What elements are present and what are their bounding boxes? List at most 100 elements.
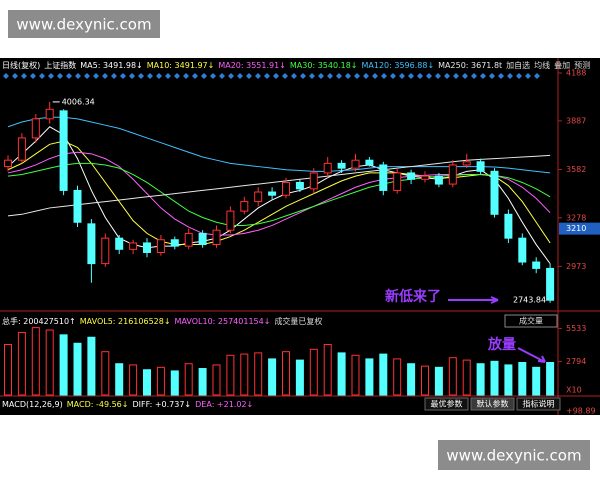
candle-body <box>226 210 235 231</box>
marker-diamond <box>507 73 513 79</box>
button-label[interactable]: 指标说明 <box>523 399 555 409</box>
marker-diamond <box>309 73 315 79</box>
annotation-arrow <box>448 296 499 304</box>
volume-bar <box>448 357 457 396</box>
candle-body <box>170 239 179 247</box>
marker-diamond <box>75 73 81 79</box>
candle-body <box>129 242 138 250</box>
marker-diamond <box>48 73 54 79</box>
volume-bar <box>87 336 96 396</box>
title: 日线(复权) <box>2 60 40 70</box>
marker-diamond <box>318 73 324 79</box>
marker-diamond <box>426 73 432 79</box>
marker-diamond <box>381 73 387 79</box>
volume-header: 成交量已复权 <box>274 316 322 326</box>
volume-header: MAVOL5: 216106528↓ <box>80 317 171 326</box>
menu-box <box>504 314 558 328</box>
volume-bar <box>532 366 541 396</box>
marker-diamond <box>84 73 90 79</box>
candle-body <box>45 108 54 120</box>
volume-bar <box>45 329 54 396</box>
volume-bar <box>546 362 555 396</box>
marker-diamond <box>57 73 63 79</box>
macd-header: DIFF: +0.737↓ <box>132 400 191 409</box>
marker-diamond <box>120 73 126 79</box>
header: MACD(12,26,9) MACD: -49.56↓ DIFF: +0.737↓ D… <box>2 400 253 409</box>
candle-body <box>434 175 443 185</box>
macd-header: DEA: +21.02↓ <box>195 400 253 409</box>
subtitle: 上证指数 <box>44 60 76 70</box>
header: 日线(复权) 上证指数 MA5: 3491.98↓ MA10: 3491.97↓ MA2… <box>2 60 590 70</box>
volume-bar <box>476 363 485 396</box>
volume-bar <box>240 353 249 396</box>
ma-line <box>7 162 551 226</box>
header: 总手: 200427510↑ MAVOL5: 216106528↓ MAVOL10:… <box>2 316 322 326</box>
volume-bar <box>518 362 527 396</box>
y-tick-label: 3887 <box>566 116 586 125</box>
marker-diamond <box>462 73 468 79</box>
volume-bar <box>17 331 26 396</box>
button[interactable] <box>424 397 469 411</box>
marker-diamond <box>516 73 522 79</box>
marker-diamond <box>408 73 414 79</box>
marker-diamond <box>534 73 540 79</box>
ma-line <box>7 154 551 217</box>
menu-item[interactable]: 均线 <box>534 60 550 70</box>
legend-entry: MA250: 3671.8t <box>438 61 502 70</box>
button-label[interactable]: 最优参数 <box>431 399 463 409</box>
legend-entry: MA5: 3491.98↓ <box>80 61 143 70</box>
menu-item[interactable]: 预测 <box>574 60 590 70</box>
annotation: 放量 <box>487 336 516 353</box>
volume-bar <box>393 358 402 396</box>
marker-diamond <box>444 73 450 79</box>
marker-diamond <box>138 73 144 79</box>
y-tick-label: +98.89 <box>566 407 596 416</box>
menu-item[interactable]: 加自选 <box>506 60 530 70</box>
marker-diamond <box>282 73 288 79</box>
marker-diamond <box>39 73 45 79</box>
candle-body <box>59 110 68 191</box>
candle-body <box>379 164 388 191</box>
volume-bar <box>407 363 416 396</box>
marker-diamond <box>111 73 117 79</box>
price-tag <box>559 222 600 235</box>
menu-item[interactable]: 成交量 <box>519 316 543 326</box>
marker-diamond <box>21 73 27 79</box>
volume-bar <box>31 327 40 396</box>
y-tick-label: 2973 <box>566 262 586 271</box>
candle-body <box>532 261 541 269</box>
volume-bar <box>115 363 124 396</box>
annotation: 新低来了 <box>385 288 441 305</box>
plot: 日线(复权) 上证指数 MA5: 3491.98↓ MA10: 3491.97↓ MA2… <box>2 60 600 416</box>
volume-bar <box>73 342 82 396</box>
marker-diamond <box>471 73 477 79</box>
volume-bar <box>490 360 499 396</box>
y-tick-label: 3278 <box>566 213 586 222</box>
ma-line <box>7 116 551 174</box>
candle-body <box>254 191 263 203</box>
candle-body <box>87 223 96 265</box>
candle-body <box>4 159 12 168</box>
volume-bar <box>434 366 443 396</box>
button-label[interactable]: 默认参数 <box>477 399 509 409</box>
marker-diamond <box>192 73 198 79</box>
marker-diamond <box>66 73 72 79</box>
candle-body <box>143 242 151 253</box>
button[interactable] <box>516 397 561 411</box>
volume-bar <box>268 358 277 396</box>
marker-diamond <box>201 73 207 79</box>
price-tag-label: 3210 <box>566 224 586 233</box>
volume-bar <box>226 354 235 396</box>
candle-body <box>351 159 360 169</box>
volume-bar <box>504 364 513 396</box>
menu-item[interactable]: 叠加 <box>554 60 570 70</box>
candle-body <box>462 161 471 166</box>
candle-body <box>184 232 193 247</box>
button[interactable] <box>470 397 515 411</box>
watermark-box <box>438 440 590 470</box>
volume-bar <box>254 352 263 396</box>
marker-diamond <box>399 73 405 79</box>
macd-header: MACD: -49.56↓ <box>67 400 129 409</box>
volume-bar <box>170 370 179 396</box>
